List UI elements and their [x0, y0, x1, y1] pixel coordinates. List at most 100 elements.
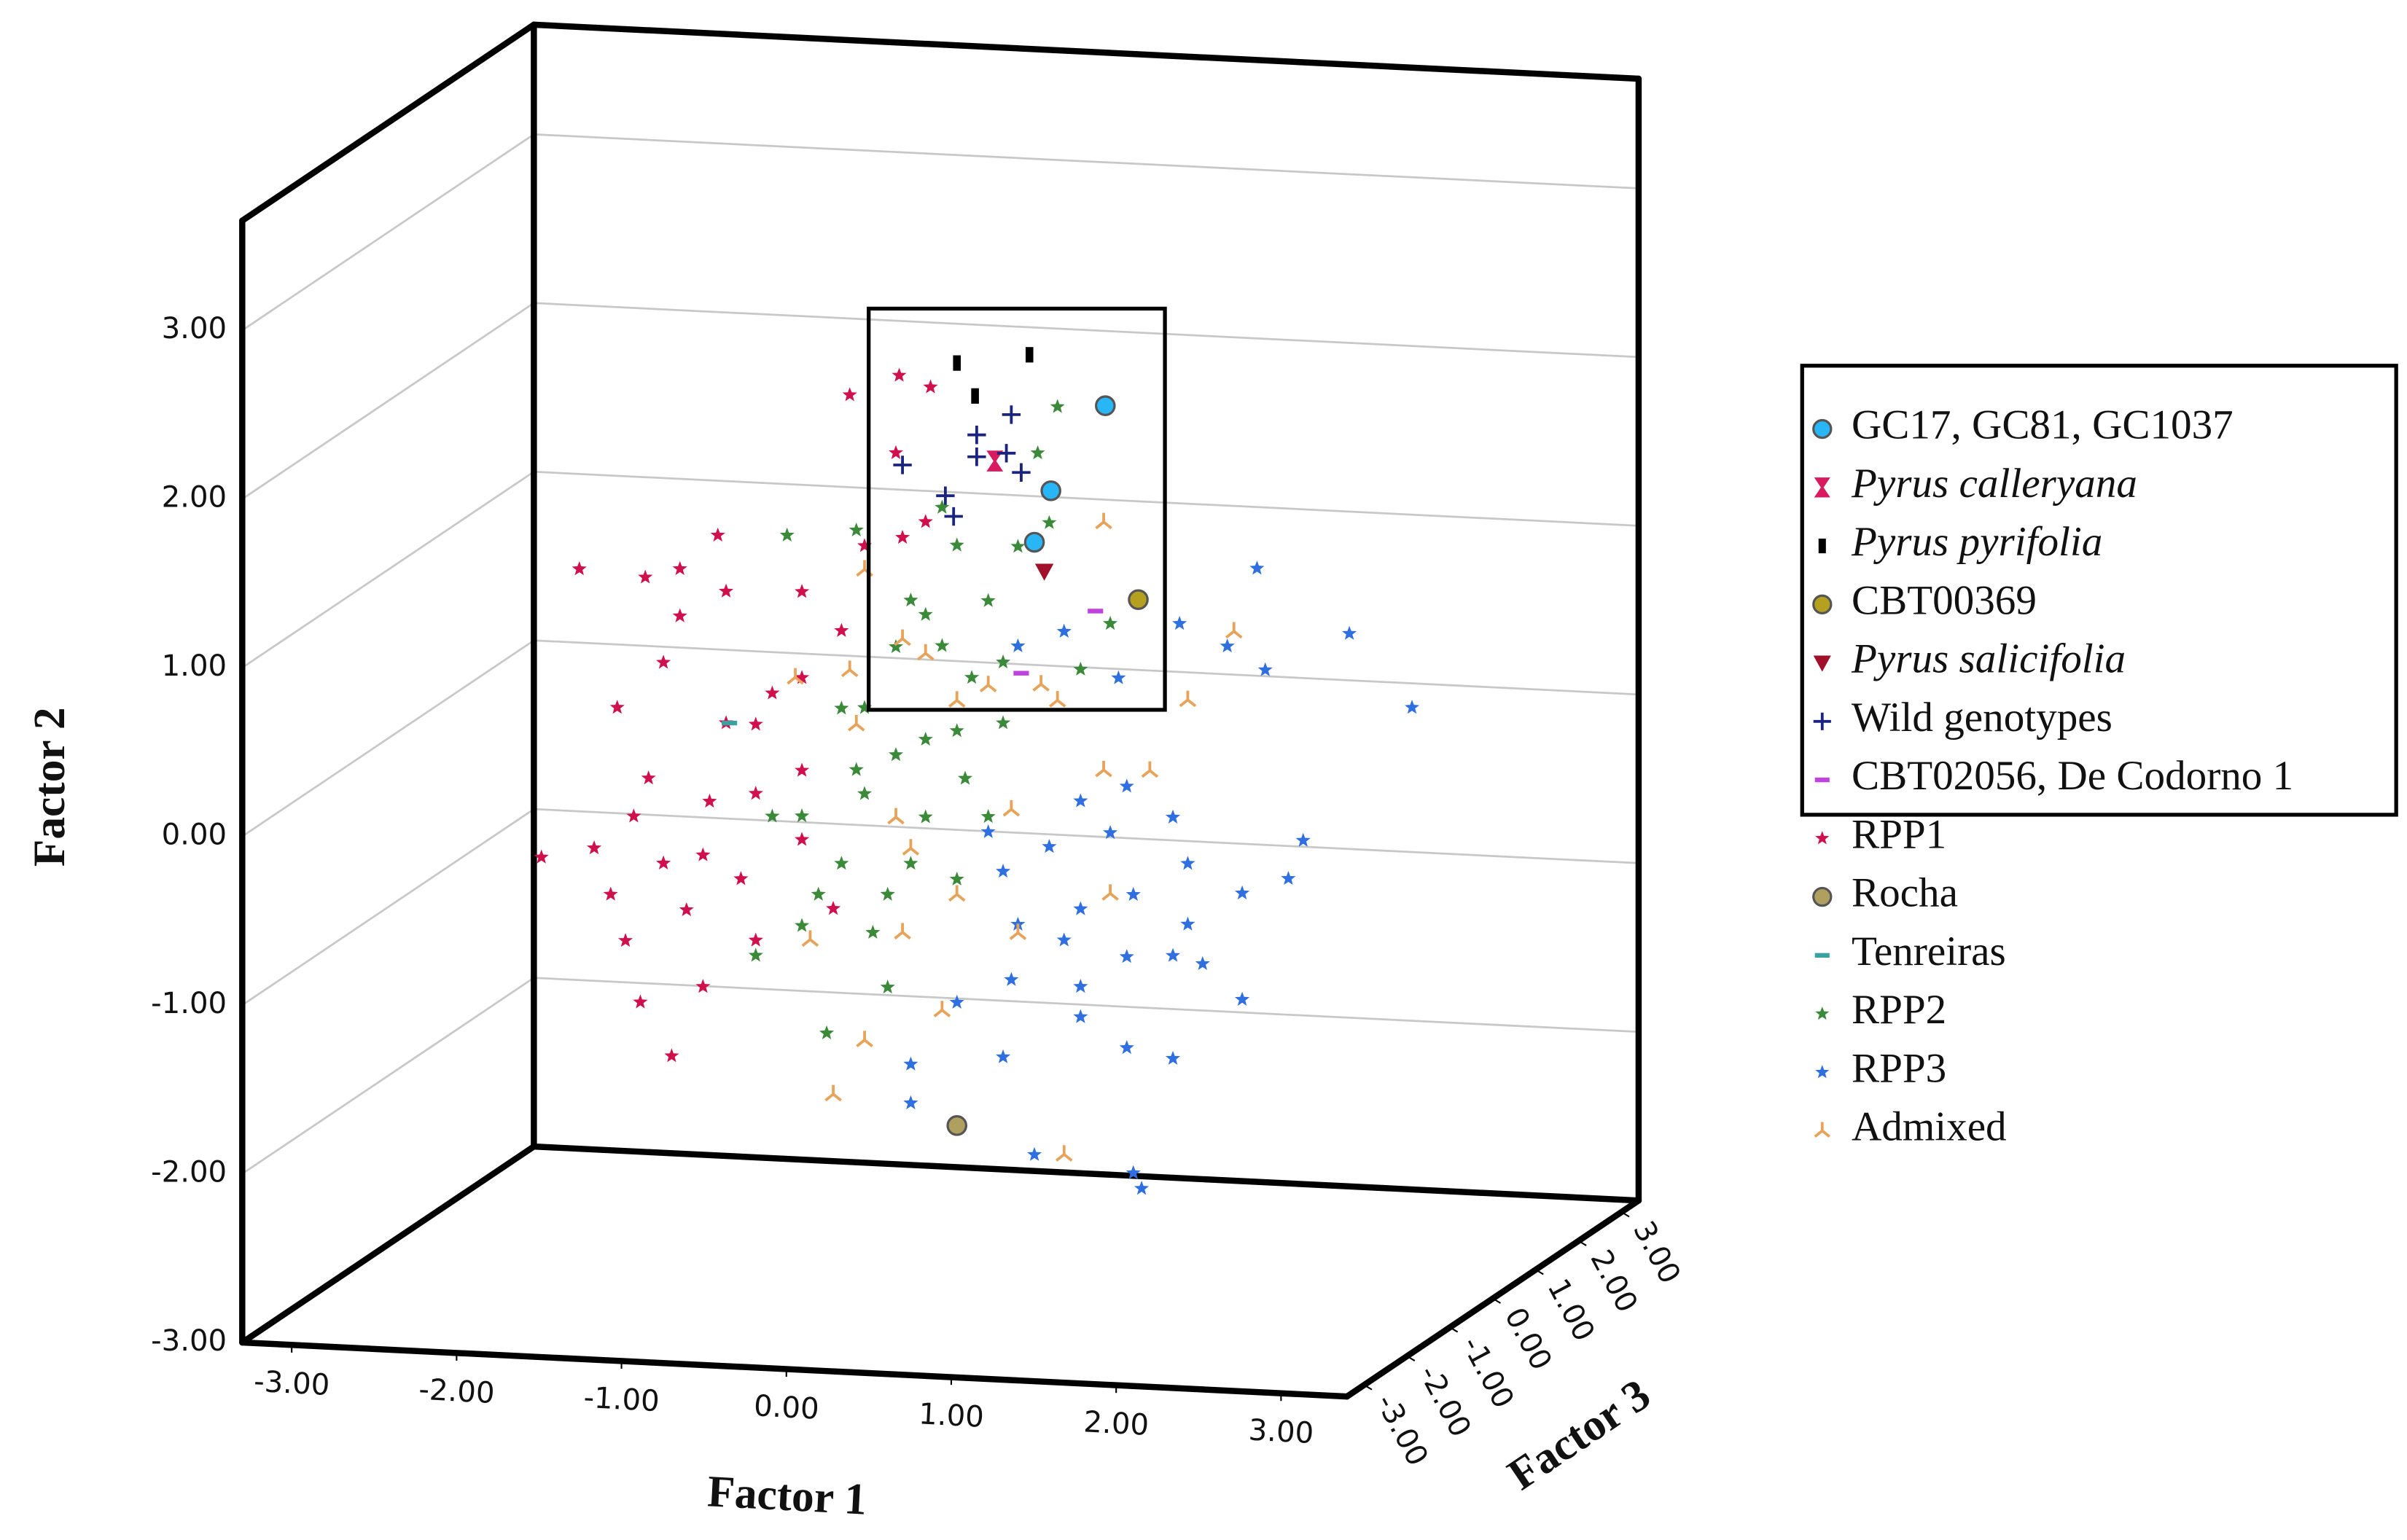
marker-star — [672, 560, 687, 576]
z-tick — [1577, 1240, 1587, 1246]
marker-tri — [1095, 512, 1112, 530]
legend-label: CBT00369 — [1852, 577, 2037, 623]
marker-star — [795, 918, 810, 932]
marker-tri — [894, 923, 911, 940]
marker-star — [857, 786, 873, 800]
marker-star — [1073, 1009, 1088, 1023]
marker-star — [1027, 1146, 1042, 1161]
grid-line — [241, 133, 1639, 332]
marker-star — [888, 638, 904, 654]
box-edge — [531, 21, 1642, 82]
marker-star — [1257, 662, 1273, 676]
marker-star — [1815, 1065, 1830, 1079]
marker-star — [779, 527, 795, 542]
z-tick-label: -1.00 — [1455, 1331, 1520, 1413]
marker-star — [664, 1048, 679, 1063]
marker-star — [718, 583, 734, 598]
marker-circle — [1095, 395, 1116, 416]
marker-star — [586, 840, 602, 855]
marker-star — [842, 387, 857, 402]
marker-star — [679, 902, 694, 917]
marker-star — [1172, 615, 1187, 630]
marker-star — [1165, 947, 1181, 962]
marker-star — [638, 569, 653, 584]
marker-star — [857, 700, 873, 714]
marker-star — [1102, 615, 1118, 630]
marker-plus — [996, 444, 1016, 463]
marker-star — [880, 886, 895, 901]
marker-star — [996, 1049, 1011, 1063]
marker-star — [633, 994, 648, 1009]
marker-star — [980, 593, 996, 607]
box-edge — [239, 1143, 537, 1346]
marker-star — [903, 1056, 918, 1071]
grid-line — [241, 470, 1639, 669]
marker-star — [888, 445, 904, 459]
marker-star — [935, 499, 950, 514]
z-tick — [1363, 1384, 1373, 1391]
marker-star — [964, 670, 980, 684]
legend-label: CBT02056, De Codorno 1 — [1852, 753, 2293, 799]
marker-circle — [1812, 418, 1833, 439]
z-tick — [1449, 1326, 1459, 1333]
z-tick-label: 1.00 — [1541, 1273, 1602, 1347]
marker-star — [1342, 625, 1357, 640]
marker-star — [1815, 831, 1830, 845]
marker-star — [1234, 991, 1250, 1007]
marker-star — [980, 824, 996, 838]
z-tick — [1406, 1355, 1416, 1361]
marker-tri — [1179, 690, 1197, 708]
marker-tri — [1055, 1145, 1073, 1162]
marker-plus — [967, 447, 986, 466]
marker-star — [849, 762, 864, 776]
marker-tri — [1095, 760, 1112, 778]
marker-tri — [1009, 923, 1027, 940]
marker-star — [1119, 778, 1134, 793]
marker-bowtie — [1814, 477, 1830, 498]
z-tick-label: -3.00 — [1369, 1388, 1434, 1471]
x-tick-label: 2.00 — [1082, 1405, 1150, 1442]
marker-plus — [1012, 463, 1031, 482]
marker-star — [1126, 886, 1141, 902]
z-tick-label: 3.00 — [1626, 1216, 1687, 1289]
z-tick — [1535, 1269, 1544, 1275]
marker-tri — [1032, 675, 1050, 692]
marker-tri — [948, 691, 966, 708]
marker-circle — [1128, 589, 1149, 611]
x-tick-label: 0.00 — [753, 1389, 820, 1426]
marker-tri — [979, 676, 997, 692]
marker-plus — [893, 456, 912, 474]
marker-star — [1010, 539, 1026, 553]
marker-rect — [1818, 539, 1826, 554]
marker-star — [795, 670, 810, 684]
marker-tri — [916, 644, 935, 661]
marker-circle — [946, 1115, 968, 1136]
marker-star — [1405, 700, 1420, 714]
grid-line — [241, 639, 1639, 837]
marker-star — [1281, 870, 1296, 886]
marker-tri — [856, 1031, 873, 1047]
y-tick-label: 0.00 — [162, 818, 227, 852]
marker-star — [1004, 972, 1019, 986]
marker-circle — [1023, 531, 1045, 553]
marker-tri — [1225, 622, 1243, 639]
marker-star — [857, 538, 873, 552]
marker-star — [1073, 793, 1088, 808]
marker-tri — [1048, 691, 1066, 708]
marker-star — [949, 871, 964, 886]
marker-star — [1180, 856, 1195, 870]
marker-star — [834, 622, 849, 637]
marker-star — [895, 529, 910, 544]
marker-star — [1180, 916, 1195, 931]
marker-plus — [1002, 405, 1021, 424]
y-tick-label: -1.00 — [151, 987, 227, 1020]
legend-label: Pyrus calleryana — [1851, 461, 2137, 507]
marker-star — [996, 864, 1011, 878]
marker-star — [571, 561, 587, 576]
ticks: -3.00-2.00-1.000.001.002.003.00-3.00 -2.0… — [151, 312, 1687, 1471]
marker-star — [811, 886, 826, 901]
marker-star — [795, 584, 810, 598]
box-edge — [239, 21, 537, 224]
marker-star — [1042, 839, 1057, 853]
